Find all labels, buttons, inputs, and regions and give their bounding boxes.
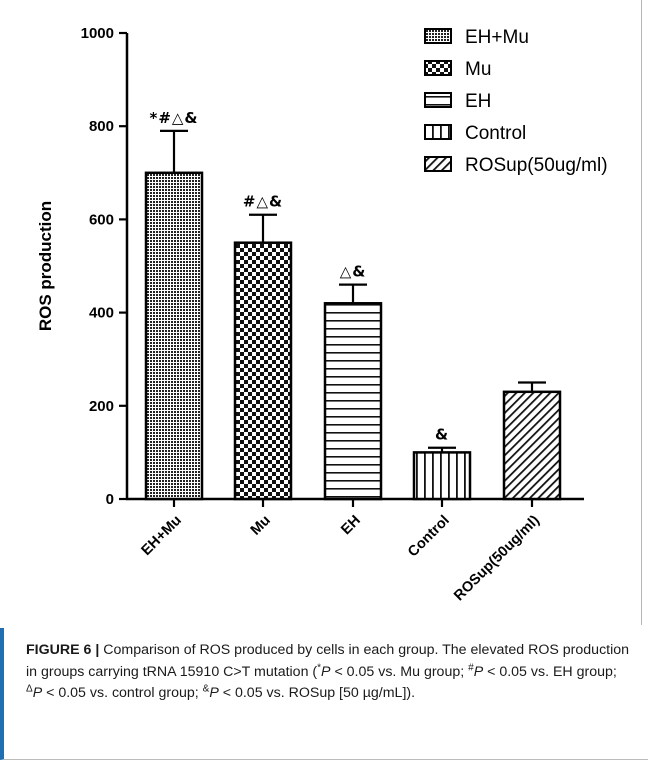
legend-label: Mu — [465, 59, 491, 80]
caption-note-text: < 0.05 vs. Mu group; — [330, 663, 469, 680]
legend-label: EH+Mu — [465, 27, 529, 48]
significance-label: & — [435, 426, 449, 444]
caption-label: FIGURE 6 | — [26, 642, 100, 658]
chart-container: 0 200 400 600 800 1000 ROS production *#△& EH+Mu… — [36, 0, 642, 625]
caption-note-symbol: & — [202, 683, 210, 695]
caption-note-symbol: * — [317, 661, 322, 673]
figure-caption-box: FIGURE 6 | Comparison of ROS produced by… — [0, 628, 648, 760]
legend-label: ROSup(50ug/ml) — [465, 155, 608, 176]
caption-note-symbol: Δ — [26, 683, 33, 695]
y-tick-label: 0 — [106, 491, 114, 508]
significance-label: △& — [340, 263, 367, 281]
figure-border — [641, 0, 642, 625]
legend-swatch — [424, 60, 452, 76]
y-tick-label: 800 — [89, 118, 114, 135]
caption-note-text: < 0.05 vs. control group; — [42, 685, 203, 701]
significance-label: #△& — [243, 193, 283, 211]
x-tick-label: EH — [338, 513, 364, 539]
legend-label: EH — [465, 91, 491, 112]
caption-text: Comparison of ROS produced by cells in e… — [26, 642, 630, 680]
legend-swatch — [424, 28, 452, 44]
y-tick-label: 1000 — [81, 25, 114, 42]
x-tick-label: Control — [405, 513, 453, 561]
caption-notes: *P < 0.05 vs. Mu group; #P < 0.05 vs. EH… — [26, 661, 617, 701]
bar-1 — [233, 241, 293, 501]
caption-p-symbol: P — [32, 685, 43, 701]
bar-4 — [502, 390, 562, 501]
significance-label: *#△& — [149, 109, 198, 127]
y-tick-label: 400 — [89, 305, 114, 322]
caption-note-symbol: # — [468, 661, 474, 673]
legend-swatch — [424, 156, 452, 172]
legend-swatch — [424, 124, 452, 140]
caption-note-text: < 0.05 vs. EH group; — [483, 663, 617, 680]
bar-2 — [323, 302, 383, 501]
y-tick-label: 600 — [89, 211, 114, 228]
bar-3 — [412, 451, 472, 501]
y-axis-title: ROS production — [36, 201, 55, 331]
x-tick-label: ROSup(50ug/ml) — [451, 512, 543, 604]
y-tick-label: 200 — [89, 398, 114, 415]
legend-swatch — [424, 92, 452, 108]
caption-note-text: < 0.05 vs. ROSup [50 µg/mL]). — [218, 685, 416, 701]
x-tick-label: EH+Mu — [138, 513, 184, 559]
x-tick-label: Mu — [248, 513, 274, 539]
bar-chart: 0 200 400 600 800 1000 ROS production *#△& EH+Mu… — [36, 25, 608, 604]
bar-0 — [144, 171, 204, 501]
caption-p-symbol: P — [209, 685, 219, 701]
legend-label: Control — [465, 123, 526, 144]
caption-p-symbol: P — [321, 663, 331, 680]
caption-p-symbol: P — [473, 663, 484, 680]
figure-caption: FIGURE 6 | Comparison of ROS produced by… — [26, 640, 636, 705]
